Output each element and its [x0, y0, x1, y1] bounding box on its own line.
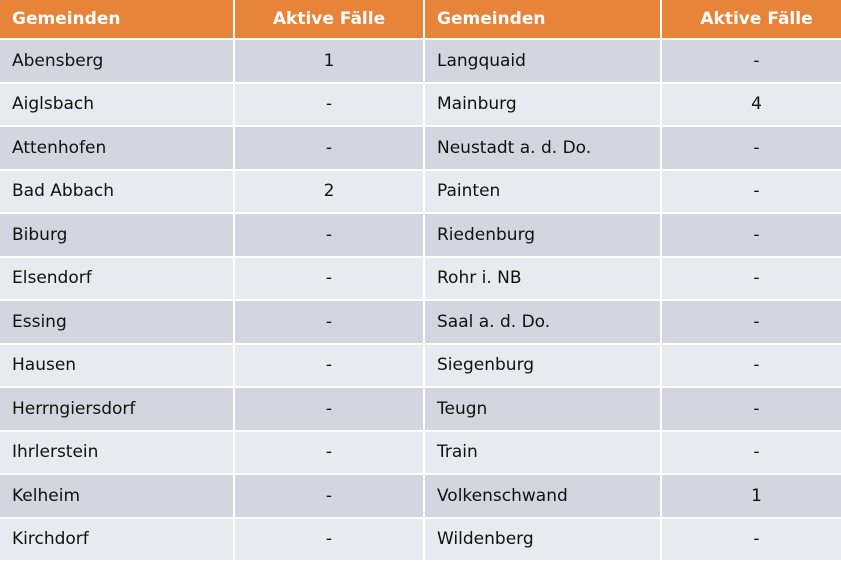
cell-cases: 1 [662, 475, 841, 517]
cell-cases: - [662, 431, 841, 473]
table-row: Essing - Saal a. d. Do. - [0, 301, 841, 343]
header-row: Gemeinden Aktive Fälle Gemeinden Aktive … [0, 0, 841, 38]
table-row: Biburg - Riedenburg - [0, 214, 841, 256]
cell-cases: 2 [235, 170, 423, 212]
cell-cases: - [662, 40, 841, 82]
cell-cases: - [235, 257, 423, 299]
table-row: Abensberg 1 Langquaid - [0, 40, 841, 82]
cell-cases: - [662, 518, 841, 560]
table-row: Aiglsbach - Mainburg 4 [0, 83, 841, 125]
cell-cases: - [662, 344, 841, 386]
cell-municipality: Train [425, 431, 660, 473]
cell-municipality: Riedenburg [425, 214, 660, 256]
cell-cases: - [235, 83, 423, 125]
table-row: Elsendorf - Rohr i. NB - [0, 257, 841, 299]
header-aktive-faelle: Aktive Fälle [662, 0, 841, 38]
cell-municipality: Essing [0, 301, 233, 343]
cell-municipality: Ihrlerstein [0, 431, 233, 473]
cell-municipality: Teugn [425, 388, 660, 430]
table-row: Herrngiersdorf - Teugn - [0, 388, 841, 430]
cell-cases: - [662, 257, 841, 299]
table-row: Ihrlerstein - Train - [0, 431, 841, 473]
cell-municipality: Attenhofen [0, 127, 233, 169]
cell-municipality: Neustadt a. d. Do. [425, 127, 660, 169]
cell-municipality: Wildenberg [425, 518, 660, 560]
cell-cases: 1 [235, 40, 423, 82]
table-row: Kirchdorf - Wildenberg - [0, 518, 841, 560]
cell-cases: - [235, 388, 423, 430]
header-aktive-faelle: Aktive Fälle [235, 0, 423, 38]
cell-cases: - [662, 170, 841, 212]
cell-municipality: Kirchdorf [0, 518, 233, 560]
cell-cases: - [235, 431, 423, 473]
cell-municipality: Herrngiersdorf [0, 388, 233, 430]
cell-municipality: Bad Abbach [0, 170, 233, 212]
cell-municipality: Biburg [0, 214, 233, 256]
header-gemeinden: Gemeinden [0, 0, 233, 38]
cell-municipality: Volkenschwand [425, 475, 660, 517]
cell-municipality: Langquaid [425, 40, 660, 82]
cell-municipality: Aiglsbach [0, 83, 233, 125]
cell-cases: - [235, 301, 423, 343]
cell-municipality: Siegenburg [425, 344, 660, 386]
cell-cases: - [235, 344, 423, 386]
cell-municipality: Hausen [0, 344, 233, 386]
cell-municipality: Elsendorf [0, 257, 233, 299]
cell-cases: - [662, 127, 841, 169]
table-row: Bad Abbach 2 Painten - [0, 170, 841, 212]
table-row: Kelheim - Volkenschwand 1 [0, 475, 841, 517]
cell-municipality: Abensberg [0, 40, 233, 82]
table-row: Attenhofen - Neustadt a. d. Do. - [0, 127, 841, 169]
cell-municipality: Painten [425, 170, 660, 212]
cell-cases: - [662, 388, 841, 430]
cell-cases: - [662, 301, 841, 343]
cell-cases: 4 [662, 83, 841, 125]
cell-cases: - [235, 475, 423, 517]
cell-cases: - [235, 127, 423, 169]
header-gemeinden: Gemeinden [425, 0, 660, 38]
cell-municipality: Saal a. d. Do. [425, 301, 660, 343]
cell-cases: - [235, 518, 423, 560]
cell-cases: - [235, 214, 423, 256]
table-row: Hausen - Siegenburg - [0, 344, 841, 386]
cell-municipality: Mainburg [425, 83, 660, 125]
cell-municipality: Rohr i. NB [425, 257, 660, 299]
cell-cases: - [662, 214, 841, 256]
cell-municipality: Kelheim [0, 475, 233, 517]
